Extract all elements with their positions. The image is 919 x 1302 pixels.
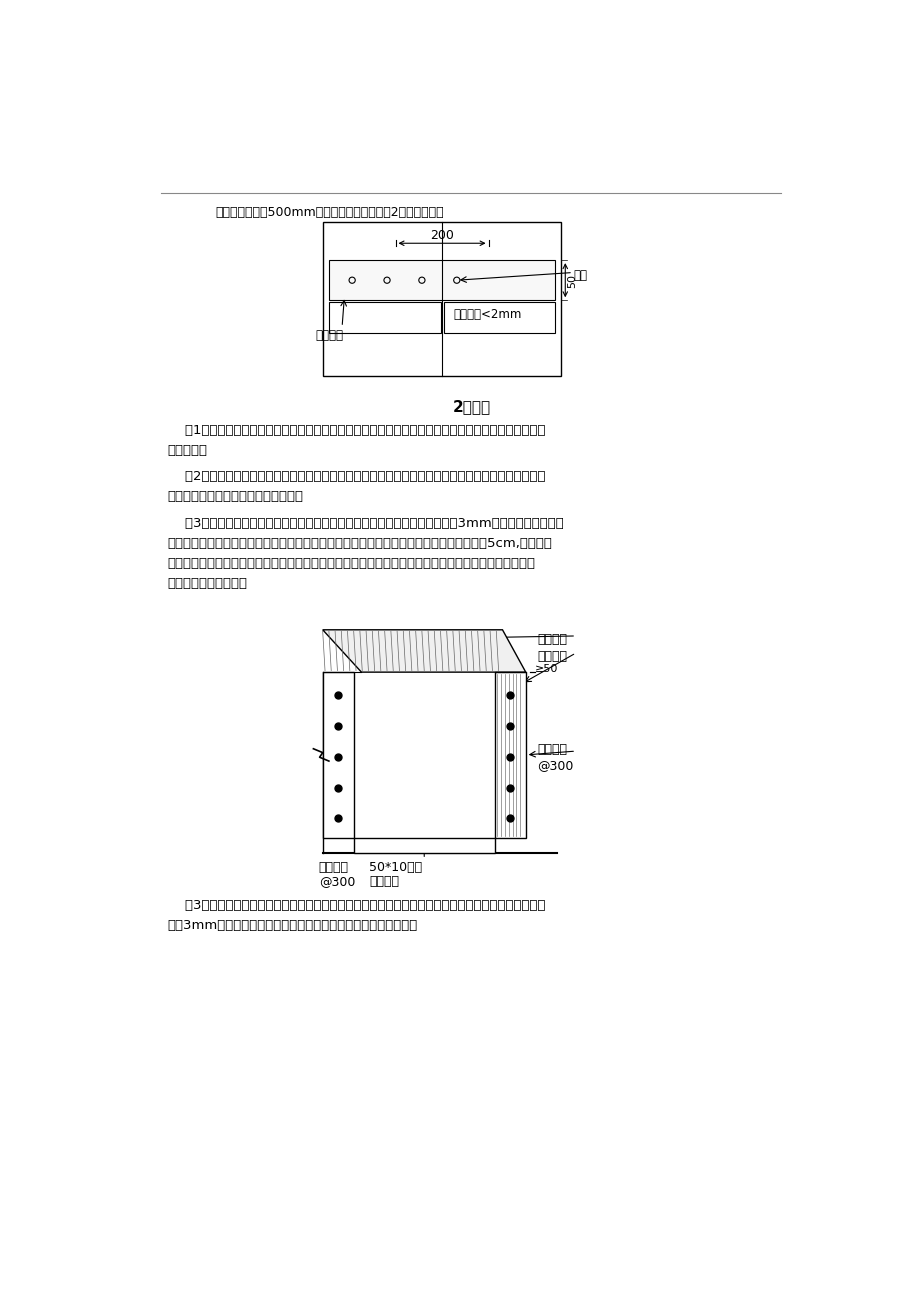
Text: 拼装钱顶: 拼装钱顶 xyxy=(319,861,348,874)
Text: 2、配模: 2、配模 xyxy=(452,398,490,414)
Text: 200: 200 xyxy=(430,229,453,242)
Text: （2）、配模时必须弹线切割，切割锯片应选用细齿锯，确保裁边准确、顺直。为确保梁、墙、柱内无: （2）、配模时必须弹线切割，切割锯片应选用细齿锯，确保裁边准确、顺直。为确保梁、… xyxy=(167,470,545,483)
Text: 长边模板: 长边模板 xyxy=(537,633,567,646)
Text: 寸小3mm，以抵消混凝土浇筑过程中微胀模引起的误差。如下图：: 寸小3mm，以抵消混凝土浇筑过程中微胀模引起的误差。如下图： xyxy=(167,919,417,932)
Text: @300: @300 xyxy=(537,759,573,772)
Text: 板周转次数。如下图：: 板周转次数。如下图： xyxy=(167,577,247,590)
Text: （1）、木方，两个平面必须刨平，高度必须一致。确保模板与木方紧密贴合，使板底标高一致及墙模: （1）、木方，两个平面必须刨平，高度必须一致。确保模板与木方紧密贴合，使板底标高… xyxy=(167,424,545,437)
Text: @300: @300 xyxy=(319,875,355,888)
Bar xyxy=(329,302,440,332)
Text: （3）、柱、墙模板配制时必须是长边包短边，短边封头模板宜比设计尺寸小3mm，以抵消混凝土浇筑: （3）、柱、墙模板配制时必须是长边包短边，短边封头模板宜比设计尺寸小3mm，以抵… xyxy=(167,517,562,530)
Bar xyxy=(494,672,525,837)
Bar xyxy=(323,221,561,376)
Text: 表面平整。: 表面平整。 xyxy=(167,444,208,457)
Text: 拼缝宽度<2mm: 拼缝宽度<2mm xyxy=(453,309,521,320)
Text: 封头背楞: 封头背楞 xyxy=(369,875,399,888)
Bar xyxy=(443,302,554,332)
Text: ≥50: ≥50 xyxy=(535,664,558,674)
Text: 封头模板: 封头模板 xyxy=(537,650,567,663)
Text: 拼缝木条: 拼缝木条 xyxy=(314,328,343,341)
Text: 头模板两竖向边平钉木方作背楞，长边模板钉在封头模板背楞上，保护封头模板边不被定坏，提高封头模: 头模板两竖向边平钉木方作背楞，长边模板钉在封头模板背楞上，保护封头模板边不被定坏… xyxy=(167,557,535,570)
Text: 背楞钱顶: 背楞钱顶 xyxy=(537,743,567,756)
Text: 杂物，模板应先切割、打孔，后安装。: 杂物，模板应先切割、打孔，后安装。 xyxy=(167,491,303,504)
Text: 50: 50 xyxy=(567,273,577,288)
Text: 铁钉: 铁钉 xyxy=(573,270,586,283)
Bar xyxy=(329,260,554,301)
Polygon shape xyxy=(323,630,525,672)
Text: （3）、梁、板模板配制：梁底模配制时应考虑梁侧模夹梁底模，板底模压梁侧模，梁底模宜比设计尺: （3）、梁、板模板配制：梁底模配制时应考虑梁侧模夹梁底模，板底模压梁侧模，梁底模… xyxy=(167,900,545,913)
Text: 50*10木方: 50*10木方 xyxy=(369,861,422,874)
Bar xyxy=(323,672,353,837)
Text: 木条间距不大于500mm，且每条缝均不得少于2根，如下图：: 木条间距不大于500mm，且每条缝均不得少于2根，如下图： xyxy=(216,206,444,219)
Bar xyxy=(353,837,494,853)
Text: 过程中微胀模引起的误差。封头模板两边应刨平，确保结合紧密。长边模板宜比封头模板长5cm,安装时封: 过程中微胀模引起的误差。封头模板两边应刨平，确保结合紧密。长边模板宜比封头模板长… xyxy=(167,536,552,549)
